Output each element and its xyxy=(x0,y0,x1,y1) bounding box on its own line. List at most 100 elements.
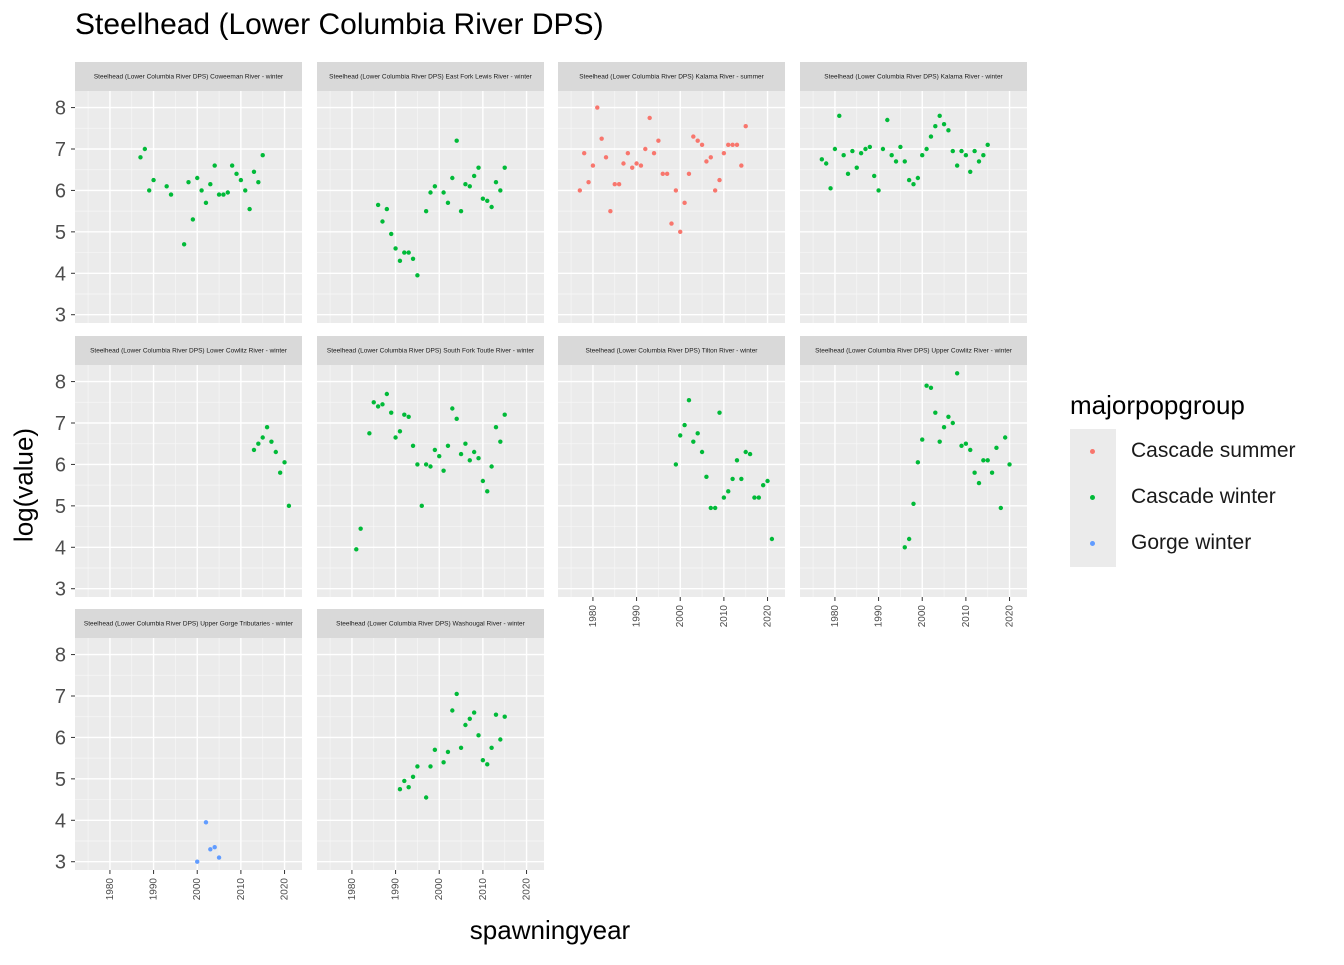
data-point xyxy=(730,142,735,148)
y-tick-label: 4 xyxy=(55,263,66,285)
x-tick-label: 1980 xyxy=(105,878,116,901)
data-point xyxy=(467,716,472,721)
data-point xyxy=(885,117,890,123)
panel-background xyxy=(800,91,1027,323)
data-point xyxy=(950,420,955,426)
data-point xyxy=(712,505,718,511)
data-point xyxy=(954,163,960,168)
data-point xyxy=(1002,435,1008,440)
data-point xyxy=(823,161,829,166)
x-tick-label: 1990 xyxy=(632,605,643,628)
data-point xyxy=(946,414,951,419)
data-point xyxy=(454,138,459,143)
data-point xyxy=(968,447,973,453)
data-point xyxy=(845,171,851,177)
data-point xyxy=(480,196,486,201)
data-point xyxy=(380,402,385,407)
facet-strip xyxy=(800,336,1027,365)
data-point xyxy=(717,177,722,183)
data-point xyxy=(832,146,838,152)
data-point xyxy=(581,150,587,156)
legend-swatch xyxy=(1090,495,1095,500)
facet-panel: Steelhead (Lower Columbia River DPS) Eas… xyxy=(317,62,544,323)
facet-strip xyxy=(558,336,785,365)
data-point xyxy=(603,155,609,160)
facet-strip xyxy=(75,609,302,638)
x-tick-label: 1990 xyxy=(874,605,885,628)
data-point xyxy=(251,447,257,453)
data-point xyxy=(502,412,507,417)
data-point xyxy=(924,383,929,388)
data-point xyxy=(199,188,204,193)
data-point xyxy=(959,148,964,154)
data-point xyxy=(415,462,420,467)
panel-background xyxy=(317,91,544,323)
facet-strip-label: Steelhead (Lower Columbia River DPS) Kal… xyxy=(824,74,1003,81)
data-point xyxy=(423,208,429,214)
data-point xyxy=(493,424,499,430)
data-point xyxy=(463,182,468,187)
y-tick-label: 5 xyxy=(55,222,66,244)
data-point xyxy=(911,501,916,506)
data-point xyxy=(489,745,494,750)
panel-background xyxy=(800,365,1027,597)
x-tick-label: 1980 xyxy=(347,878,358,901)
data-point xyxy=(858,150,864,156)
data-point xyxy=(181,242,187,247)
data-point xyxy=(734,142,740,148)
y-tick-label: 3 xyxy=(55,305,66,327)
data-point xyxy=(656,138,661,143)
data-point xyxy=(669,221,674,226)
data-point xyxy=(695,431,700,436)
data-point xyxy=(906,177,912,183)
data-point xyxy=(915,175,921,181)
data-point xyxy=(428,764,433,769)
data-point xyxy=(998,505,1004,511)
facet-strip xyxy=(800,62,1027,91)
legend-label: Gorge winter xyxy=(1131,531,1252,554)
data-point xyxy=(458,208,464,214)
data-point xyxy=(229,163,235,168)
legend-key xyxy=(1070,475,1116,521)
data-point xyxy=(863,146,868,152)
x-tick-label: 1990 xyxy=(149,878,160,901)
data-point xyxy=(212,163,217,168)
data-point xyxy=(906,536,912,542)
data-point xyxy=(743,124,748,129)
data-point xyxy=(243,188,248,193)
legend-item: Gorge winter xyxy=(1070,521,1251,567)
data-point xyxy=(678,433,683,438)
y-tick-label: 7 xyxy=(55,413,66,435)
y-tick-label: 7 xyxy=(55,686,66,708)
legend-swatch xyxy=(1090,541,1095,546)
data-point xyxy=(682,422,687,428)
data-point xyxy=(828,186,833,191)
data-point xyxy=(432,184,438,189)
data-point xyxy=(463,441,468,446)
data-point xyxy=(726,142,731,148)
data-point xyxy=(911,182,916,187)
data-point xyxy=(946,128,951,133)
data-point xyxy=(985,458,990,463)
facet-strip-label: Steelhead (Lower Columbia River DPS) Was… xyxy=(336,621,526,628)
data-point xyxy=(450,708,455,713)
y-tick-label: 6 xyxy=(55,180,66,202)
data-point xyxy=(752,495,757,500)
data-point xyxy=(269,439,274,444)
data-point xyxy=(699,449,705,455)
data-point xyxy=(458,745,464,750)
data-point xyxy=(410,256,416,261)
data-point xyxy=(634,161,639,166)
data-point xyxy=(384,391,390,397)
data-point xyxy=(480,758,486,763)
data-point xyxy=(941,424,947,430)
data-point xyxy=(256,179,261,185)
data-point xyxy=(893,159,899,164)
data-point xyxy=(247,206,252,212)
data-point xyxy=(664,171,670,177)
data-point xyxy=(393,246,398,251)
data-point xyxy=(498,188,503,193)
facet-strip xyxy=(317,336,544,365)
data-point xyxy=(933,410,938,415)
